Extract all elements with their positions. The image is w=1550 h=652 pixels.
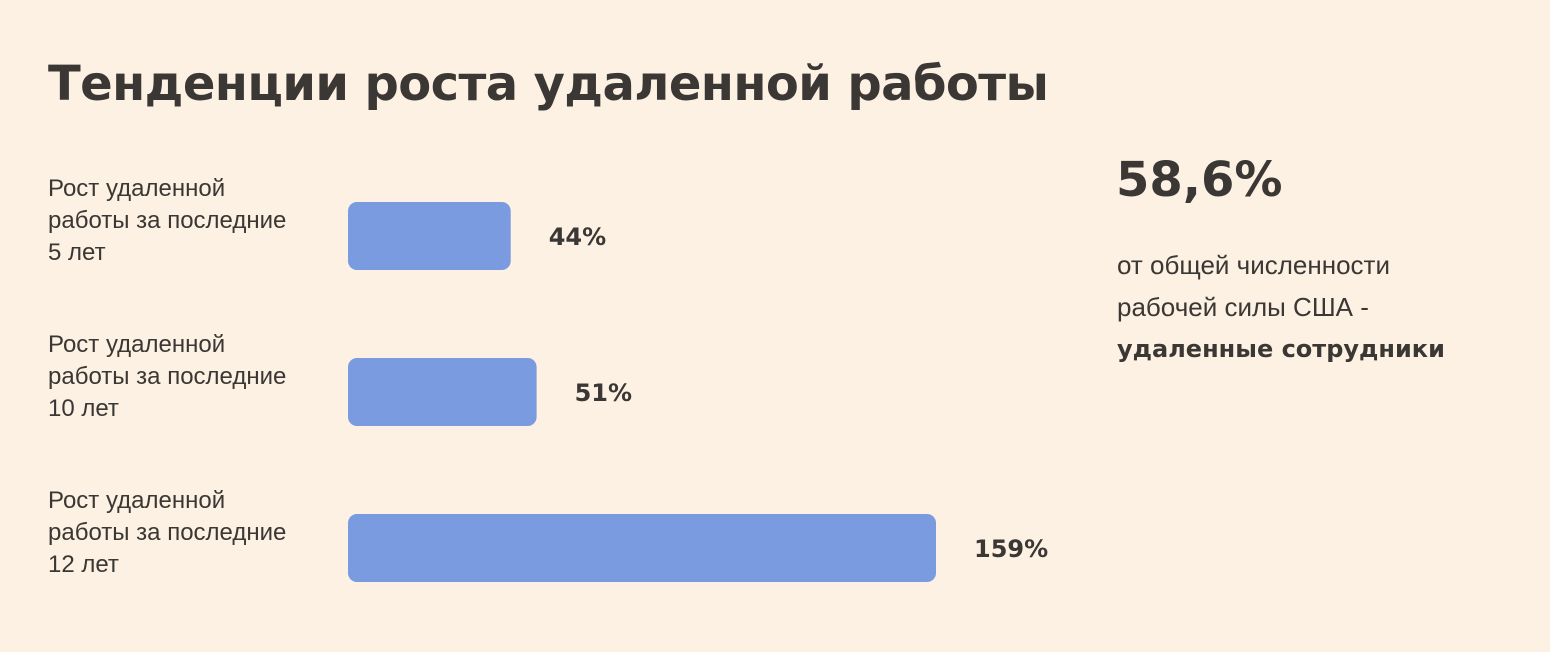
bar — [348, 514, 936, 582]
category-label: Рост удаленной работы за последние 10 лет — [48, 331, 286, 422]
stat-line-3: удаленные сотрудники — [1117, 335, 1445, 363]
data-label: 159% — [974, 535, 1048, 563]
stat-value: 58,6% — [1116, 152, 1283, 208]
category-label-line: Рост удаленной — [48, 175, 225, 202]
category-label: Рост удаленной работы за последние 5 лет — [48, 175, 286, 266]
stat-description: от общей численности рабочей силы США - … — [1117, 244, 1537, 370]
category-label-line: 5 лет — [48, 239, 106, 266]
page-title: Тенденции роста удаленной работы — [48, 56, 1049, 112]
stat-line-2: рабочей силы США - — [1117, 292, 1369, 322]
category-label-line: Рост удаленной — [48, 487, 225, 514]
bar-chart: Рост удаленной работы за последние 5 лет 44… — [48, 175, 1048, 582]
category-label: Рост удаленной работы за последние 12 лет — [48, 487, 286, 578]
category-label-line: работы за последние — [48, 207, 286, 234]
data-label: 44% — [549, 223, 606, 251]
category-label-line: 12 лет — [48, 551, 119, 578]
category-label-line: работы за последние — [48, 519, 286, 546]
category-label-line: 10 лет — [48, 395, 119, 422]
data-label: 51% — [575, 379, 632, 407]
category-label-line: работы за последние — [48, 363, 286, 390]
category-label-line: Рост удаленной — [48, 331, 225, 358]
stat-line-1: от общей численности — [1117, 250, 1390, 280]
bar — [348, 202, 511, 270]
bar — [348, 358, 537, 426]
